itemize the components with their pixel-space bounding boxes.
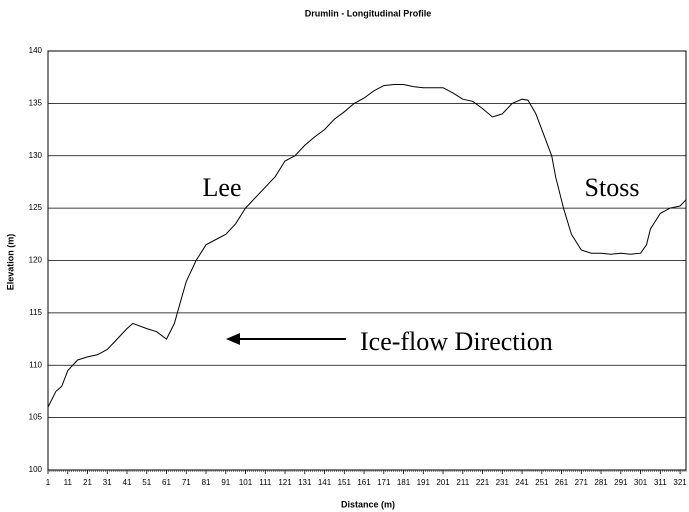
y-tick-label: 130	[29, 151, 43, 160]
x-tick-label: 11	[64, 478, 73, 487]
x-tick-label: 291	[614, 478, 628, 487]
x-tick-label: 301	[634, 478, 648, 487]
x-tick-label: 201	[436, 478, 450, 487]
annotation: Lee	[203, 173, 242, 202]
x-tick-label: 131	[298, 478, 312, 487]
x-tick-label: 101	[239, 478, 253, 487]
y-tick-label: 125	[29, 203, 43, 212]
y-tick-label: 120	[29, 256, 43, 265]
x-tick-label: 71	[182, 478, 191, 487]
x-tick-label: 21	[83, 478, 92, 487]
x-tick-label: 271	[575, 478, 589, 487]
x-tick-label: 121	[278, 478, 292, 487]
x-tick-label: 141	[318, 478, 332, 487]
x-tick-label: 1	[46, 478, 51, 487]
chart-title: Drumlin - Longitudinal Profile	[305, 8, 432, 18]
x-tick-label: 111	[259, 478, 272, 487]
elevation-line	[47, 84, 687, 408]
y-tick-label: 135	[29, 98, 43, 107]
x-tick-label: 161	[357, 478, 371, 487]
x-tick-label: 241	[515, 478, 529, 487]
arrow-head	[226, 333, 240, 345]
y-tick-label: 110	[29, 360, 42, 369]
x-tick-label: 181	[397, 478, 411, 487]
x-tick-label: 231	[496, 478, 510, 487]
x-tick-label: 321	[673, 478, 687, 487]
x-tick-label: 311	[654, 478, 667, 487]
x-tick-label: 221	[476, 478, 490, 487]
x-tick-label: 81	[202, 478, 211, 487]
x-tick-label: 51	[142, 478, 151, 487]
y-tick-label: 100	[29, 465, 43, 474]
y-axis-label: Elevation (m)	[5, 234, 15, 291]
x-tick-label: 31	[103, 478, 112, 487]
x-tick-label: 171	[377, 478, 391, 487]
y-tick-label: 140	[29, 46, 43, 55]
x-tick-label: 261	[555, 478, 569, 487]
x-tick-label: 251	[535, 478, 549, 487]
x-tick-label: 211	[456, 478, 469, 487]
x-tick-label: 41	[123, 478, 132, 487]
x-tick-label: 151	[338, 478, 352, 487]
x-tick-label: 191	[417, 478, 431, 487]
x-axis-label: Distance (m)	[341, 499, 395, 509]
y-tick-label: 105	[29, 413, 43, 422]
annotation: Stoss	[585, 173, 640, 202]
x-tick-label: 91	[221, 478, 230, 487]
annotation: Ice-flow Direction	[360, 327, 553, 356]
y-tick-label: 115	[29, 308, 42, 317]
x-tick-label: 61	[162, 478, 171, 487]
x-tick-label: 281	[594, 478, 608, 487]
